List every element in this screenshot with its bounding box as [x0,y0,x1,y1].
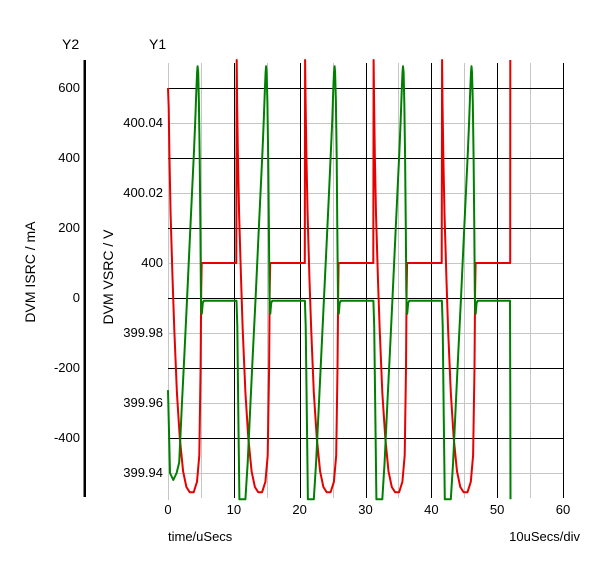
gridlines [168,63,564,500]
x-tick-label: 20 [292,502,307,517]
y2-axis-title: DVM ISRC / mA [22,221,38,323]
y2-tick-label: 400 [58,150,80,165]
y1-tick-label: 400 [141,255,163,270]
x-tick-label: 10 [226,502,242,517]
y1-tick-label: 399.94 [123,465,163,480]
y2-tick-label: 600 [58,80,80,95]
y2-tick-label: 0 [72,290,80,305]
x-axis-scale-label: 10uSecs/div [509,529,580,544]
y2-axis-line [83,60,86,497]
y2-tick-label: -200 [53,360,80,375]
x-tick-label: 60 [555,502,571,517]
x-tick-label: 0 [164,502,172,517]
y2-tick-label: 200 [58,220,80,235]
y2-axis-name: Y2 [62,36,80,52]
vsrc-trace [167,59,512,494]
y1-tick-label: 400.04 [123,115,163,130]
x-tick-label: 50 [489,502,505,517]
y1-tick-label: 400.02 [123,185,163,200]
x-tick-label: 30 [358,502,373,517]
isrc-trace [167,65,512,501]
y1-tick-label: 399.98 [123,325,163,340]
y2-tick-label: -400 [53,430,80,445]
x-tick-label: 40 [424,502,439,517]
y1-axis-title: DVM VSRC / V [100,229,116,325]
y1-tick-label: 399.96 [123,395,163,410]
y1-axis-name: Y1 [149,36,167,52]
x-axis-title: time/uSecs [168,529,233,544]
